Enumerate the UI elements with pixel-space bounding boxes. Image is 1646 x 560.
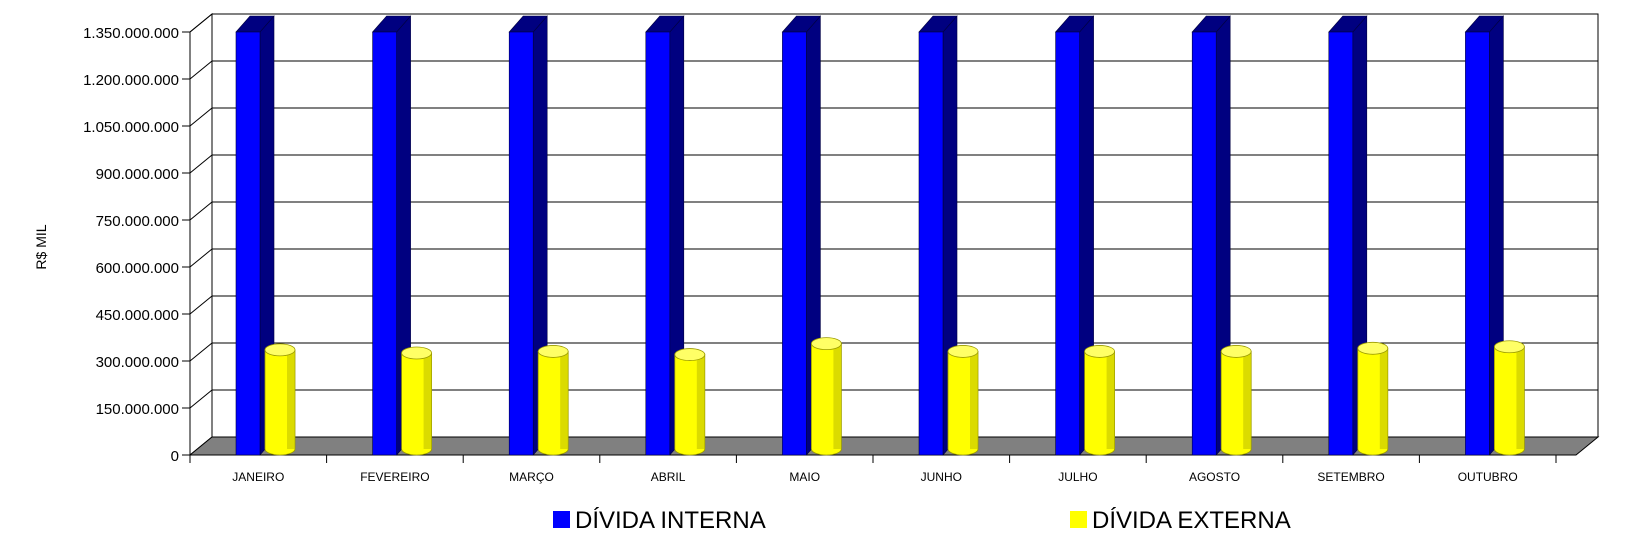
cylinder-shade	[1106, 351, 1115, 449]
bar-front	[645, 31, 671, 456]
y-tick-label: 900.000.000	[96, 166, 179, 183]
bar-externa	[1084, 345, 1115, 456]
bar-front	[372, 31, 397, 456]
bar-front	[1191, 31, 1217, 456]
cylinder-top	[1220, 345, 1252, 358]
cylinder-top	[1084, 345, 1115, 358]
x-tick-label: ABRIL	[651, 470, 686, 484]
bars	[235, 15, 1525, 456]
legend-swatch	[1070, 511, 1087, 528]
x-tick-label: JUNHO	[921, 470, 962, 484]
cylinder-top	[674, 348, 706, 361]
x-tick-label: JANEIRO	[232, 470, 284, 484]
cylinder-top	[401, 346, 433, 360]
cylinder-top	[264, 343, 296, 357]
y-tick-label: 1.050.000.000	[83, 119, 179, 136]
cylinder-shade	[1379, 348, 1388, 449]
bar-interna	[918, 15, 958, 456]
bar-externa	[811, 337, 842, 456]
bar-front	[1055, 31, 1080, 456]
bar-externa	[264, 343, 296, 456]
cylinder-top	[1494, 340, 1525, 354]
gridline	[189, 248, 1598, 268]
bar-interna	[645, 15, 685, 456]
x-tick-label: OUTUBRO	[1458, 470, 1518, 484]
cylinder-top	[1357, 341, 1389, 355]
bar-interna	[235, 15, 275, 456]
y-tick-label: 450.000.000	[96, 307, 179, 324]
gridline	[189, 295, 1598, 315]
gridline	[189, 201, 1598, 221]
x-tick-label: AGOSTO	[1189, 470, 1240, 484]
left-wall	[189, 12, 213, 457]
cylinder-shade	[287, 349, 295, 449]
legend: DÍVIDA INTERNA DÍVIDA EXTERNA	[553, 507, 1291, 534]
y-tick-label: 750.000.000	[96, 213, 179, 230]
legend-swatch	[553, 511, 570, 528]
gridline	[189, 389, 1598, 409]
bar-front	[1328, 31, 1354, 456]
y-tick-label: 300.000.000	[96, 354, 179, 371]
x-tick-labels: JANEIRO FEVEREIRO MARÇO ABRIL MAIO JUNHO JULHO…	[232, 470, 1517, 484]
bar-interna	[1054, 15, 1095, 456]
legend-item: DÍVIDA INTERNA	[553, 507, 766, 534]
cylinder-shade	[1243, 351, 1252, 449]
bar-front	[782, 31, 807, 456]
cylinder-shade	[560, 351, 569, 449]
y-tick-label: 1.350.000.000	[83, 25, 179, 42]
cylinder-shade	[1516, 346, 1525, 449]
cylinder-top	[537, 345, 569, 358]
x-tick-label: JULHO	[1058, 470, 1097, 484]
y-tick-labels: 0 150.000.000 300.000.000 450.000.000 600.00…	[83, 25, 179, 465]
bar-externa	[947, 345, 979, 456]
gridline	[189, 107, 1598, 127]
y-axis-label: R$ MIL	[33, 224, 49, 269]
bar-interna	[1464, 15, 1505, 456]
bar-externa	[401, 346, 433, 456]
y-tick-label: 0	[171, 448, 179, 465]
legend-item: DÍVIDA EXTERNA	[1070, 507, 1291, 534]
legend-label: DÍVIDA INTERNA	[575, 507, 766, 534]
gridline	[189, 342, 1598, 362]
cylinder-top	[811, 337, 842, 351]
bar-interna	[1191, 15, 1231, 456]
bar-front	[508, 31, 534, 456]
cylinder-shade	[833, 343, 842, 449]
bar-front	[1465, 31, 1490, 456]
x-tick-label: MARÇO	[509, 470, 554, 484]
y-tick-label: 1.200.000.000	[83, 72, 179, 89]
bar-externa	[674, 348, 706, 456]
bar-externa	[1357, 341, 1389, 456]
gridlines	[189, 13, 1598, 409]
cylinder-shade	[696, 354, 705, 449]
cylinder-top	[947, 345, 979, 358]
bar-front	[235, 31, 261, 456]
bar-interna	[508, 15, 548, 456]
legend-label: DÍVIDA EXTERNA	[1092, 507, 1291, 534]
bar-front	[918, 31, 944, 456]
bar-externa	[1494, 340, 1525, 456]
cylinder-shade	[970, 351, 978, 449]
x-tick-label: MAIO	[789, 470, 820, 484]
y-tick-label: 150.000.000	[96, 401, 179, 418]
x-tick-label: SETEMBRO	[1317, 470, 1384, 484]
cylinder-shade	[423, 353, 432, 449]
bar-interna	[371, 15, 412, 456]
gridline	[189, 60, 1598, 80]
y-tick-label: 600.000.000	[96, 260, 179, 277]
gridline	[189, 13, 1598, 33]
bar-externa	[1220, 345, 1252, 456]
gridline	[189, 154, 1598, 174]
x-tick-label: FEVEREIRO	[360, 470, 429, 484]
bar-externa	[537, 345, 569, 456]
